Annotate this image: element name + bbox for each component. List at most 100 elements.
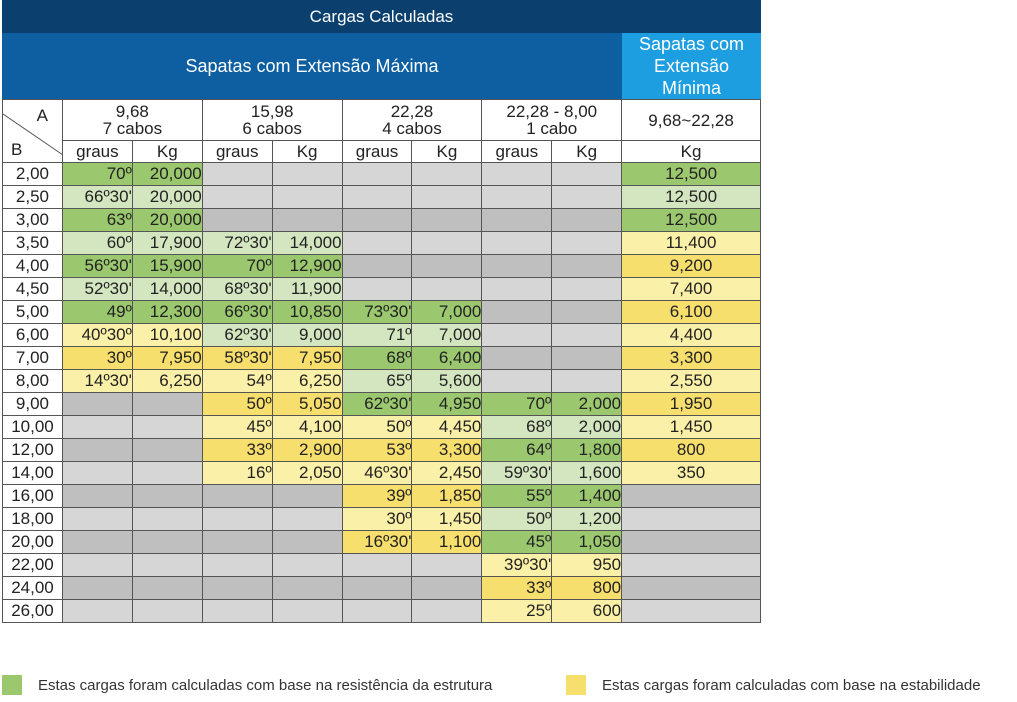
- table-row: 8,00 14º30' 6,250 54º 6,250 65º 5,600 2,550: [2, 369, 761, 393]
- group-header-4: 22,28 - 8,00 1 cabo: [481, 99, 623, 141]
- table-row: 3,50 60º 17,900 72º30' 14,000 11,400: [2, 231, 761, 255]
- angle-cell: [341, 185, 413, 209]
- min-kg-cell: 2,550: [621, 369, 761, 393]
- table-row: 3,00 63º 20,000 12,500: [2, 208, 761, 232]
- kg-cell: [271, 484, 343, 508]
- subheader-kg: Kg: [271, 140, 343, 163]
- subheader-graus: graus: [201, 140, 273, 163]
- corner-cell: A B: [2, 99, 63, 163]
- table-row: 2,50 66º30' 20,000 12,500: [2, 185, 761, 209]
- kg-cell: 2,050: [271, 461, 343, 485]
- group-2-length: 15,98: [250, 102, 294, 121]
- subheader-min-kg: Kg: [621, 140, 761, 163]
- kg-cell: 7,000: [411, 300, 483, 324]
- legend-green-swatch: [2, 675, 22, 695]
- angle-cell: 50º: [481, 507, 553, 531]
- angle-cell: [201, 553, 273, 577]
- angle-cell: [61, 530, 133, 554]
- corner-b-label: B: [11, 140, 23, 159]
- angle-cell: 45º: [201, 415, 273, 439]
- kg-cell: [131, 461, 203, 485]
- kg-cell: 600: [551, 599, 623, 623]
- angle-cell: 53º: [341, 438, 413, 462]
- kg-cell: [131, 484, 203, 508]
- table-row: 26,00 25º 600: [2, 599, 761, 623]
- kg-cell: 950: [551, 553, 623, 577]
- kg-cell: [271, 185, 343, 209]
- kg-cell: [131, 553, 203, 577]
- kg-cell: 1,850: [411, 484, 483, 508]
- corner-diagonal: [3, 113, 62, 155]
- table-row: 20,00 16º30' 1,100 45º 1,050: [2, 530, 761, 554]
- kg-cell: 4,950: [411, 392, 483, 416]
- kg-cell: 6,400: [411, 346, 483, 370]
- angle-cell: 62º30': [201, 323, 273, 347]
- angle-cell: [341, 162, 413, 186]
- kg-cell: [411, 277, 483, 301]
- kg-cell: 17,900: [131, 231, 203, 255]
- group-header-1: 9,68 7 cabos: [61, 99, 203, 141]
- b-value-cell: 4,00: [2, 254, 63, 278]
- table-row: 9,00 50º 5,050 62º30' 4,950 70º 2,000 1,950: [2, 392, 761, 416]
- angle-cell: [201, 530, 273, 554]
- group-3-cables: 4 cabos: [382, 119, 442, 138]
- legend-stability: Estas cargas foram calculadas com base n…: [566, 674, 981, 696]
- angle-cell: [201, 599, 273, 623]
- angle-cell: 16º30': [341, 530, 413, 554]
- kg-cell: 1,400: [551, 484, 623, 508]
- angle-cell: [481, 162, 553, 186]
- b-value-cell: 18,00: [2, 507, 63, 531]
- kg-cell: 12,900: [271, 254, 343, 278]
- table-row: 16,00 39º 1,850 55º 1,400: [2, 484, 761, 508]
- kg-cell: 7,950: [131, 346, 203, 370]
- kg-cell: [271, 208, 343, 232]
- kg-cell: 20,000: [131, 185, 203, 209]
- kg-cell: [131, 438, 203, 462]
- kg-cell: 2,000: [551, 392, 623, 416]
- angle-cell: [341, 576, 413, 600]
- angle-cell: 70º: [61, 162, 133, 186]
- kg-cell: [411, 185, 483, 209]
- min-kg-cell: 7,400: [621, 277, 761, 301]
- min-kg-cell: [621, 484, 761, 508]
- kg-cell: [551, 369, 623, 393]
- subheader-kg: Kg: [411, 140, 483, 163]
- table-row: 24,00 33º 800: [2, 576, 761, 600]
- b-value-cell: 2,50: [2, 185, 63, 209]
- kg-cell: [551, 162, 623, 186]
- table-row: 7,00 30º 7,950 58º30' 7,950 68º 6,400 3,300: [2, 346, 761, 370]
- kg-cell: 1,600: [551, 461, 623, 485]
- table-title: Cargas Calculadas: [2, 0, 761, 33]
- kg-cell: 5,050: [271, 392, 343, 416]
- kg-cell: [131, 392, 203, 416]
- angle-cell: 40º30º: [61, 323, 133, 347]
- angle-cell: 68º: [341, 346, 413, 370]
- angle-cell: 16º: [201, 461, 273, 485]
- kg-cell: 10,850: [271, 300, 343, 324]
- angle-cell: [61, 553, 133, 577]
- min-kg-cell: 1,950: [621, 392, 761, 416]
- table-row: 2,00 70º 20,000 12,500: [2, 162, 761, 186]
- angle-cell: [61, 599, 133, 623]
- angle-cell: [61, 415, 133, 439]
- min-kg-cell: 6,100: [621, 300, 761, 324]
- kg-cell: 4,450: [411, 415, 483, 439]
- group-4-length: 22,28 - 8,00: [506, 102, 598, 121]
- angle-cell: 62º30': [341, 392, 413, 416]
- angle-cell: 65º: [341, 369, 413, 393]
- angle-cell: 33º: [481, 576, 553, 600]
- kg-cell: 15,900: [131, 254, 203, 278]
- group-3-length: 22,28: [390, 102, 434, 121]
- angle-cell: [61, 438, 133, 462]
- kg-cell: 7,950: [271, 346, 343, 370]
- b-value-cell: 5,00: [2, 300, 63, 324]
- kg-cell: [271, 599, 343, 623]
- group-1-length: 9,68: [115, 102, 149, 121]
- min-kg-cell: 350: [621, 461, 761, 485]
- kg-cell: 2,450: [411, 461, 483, 485]
- angle-cell: [481, 300, 553, 324]
- kg-cell: 9,000: [271, 323, 343, 347]
- min-kg-cell: 1,450: [621, 415, 761, 439]
- legend-stability-text: Estas cargas foram calculadas com base n…: [602, 676, 981, 694]
- min-kg-cell: 4,400: [621, 323, 761, 347]
